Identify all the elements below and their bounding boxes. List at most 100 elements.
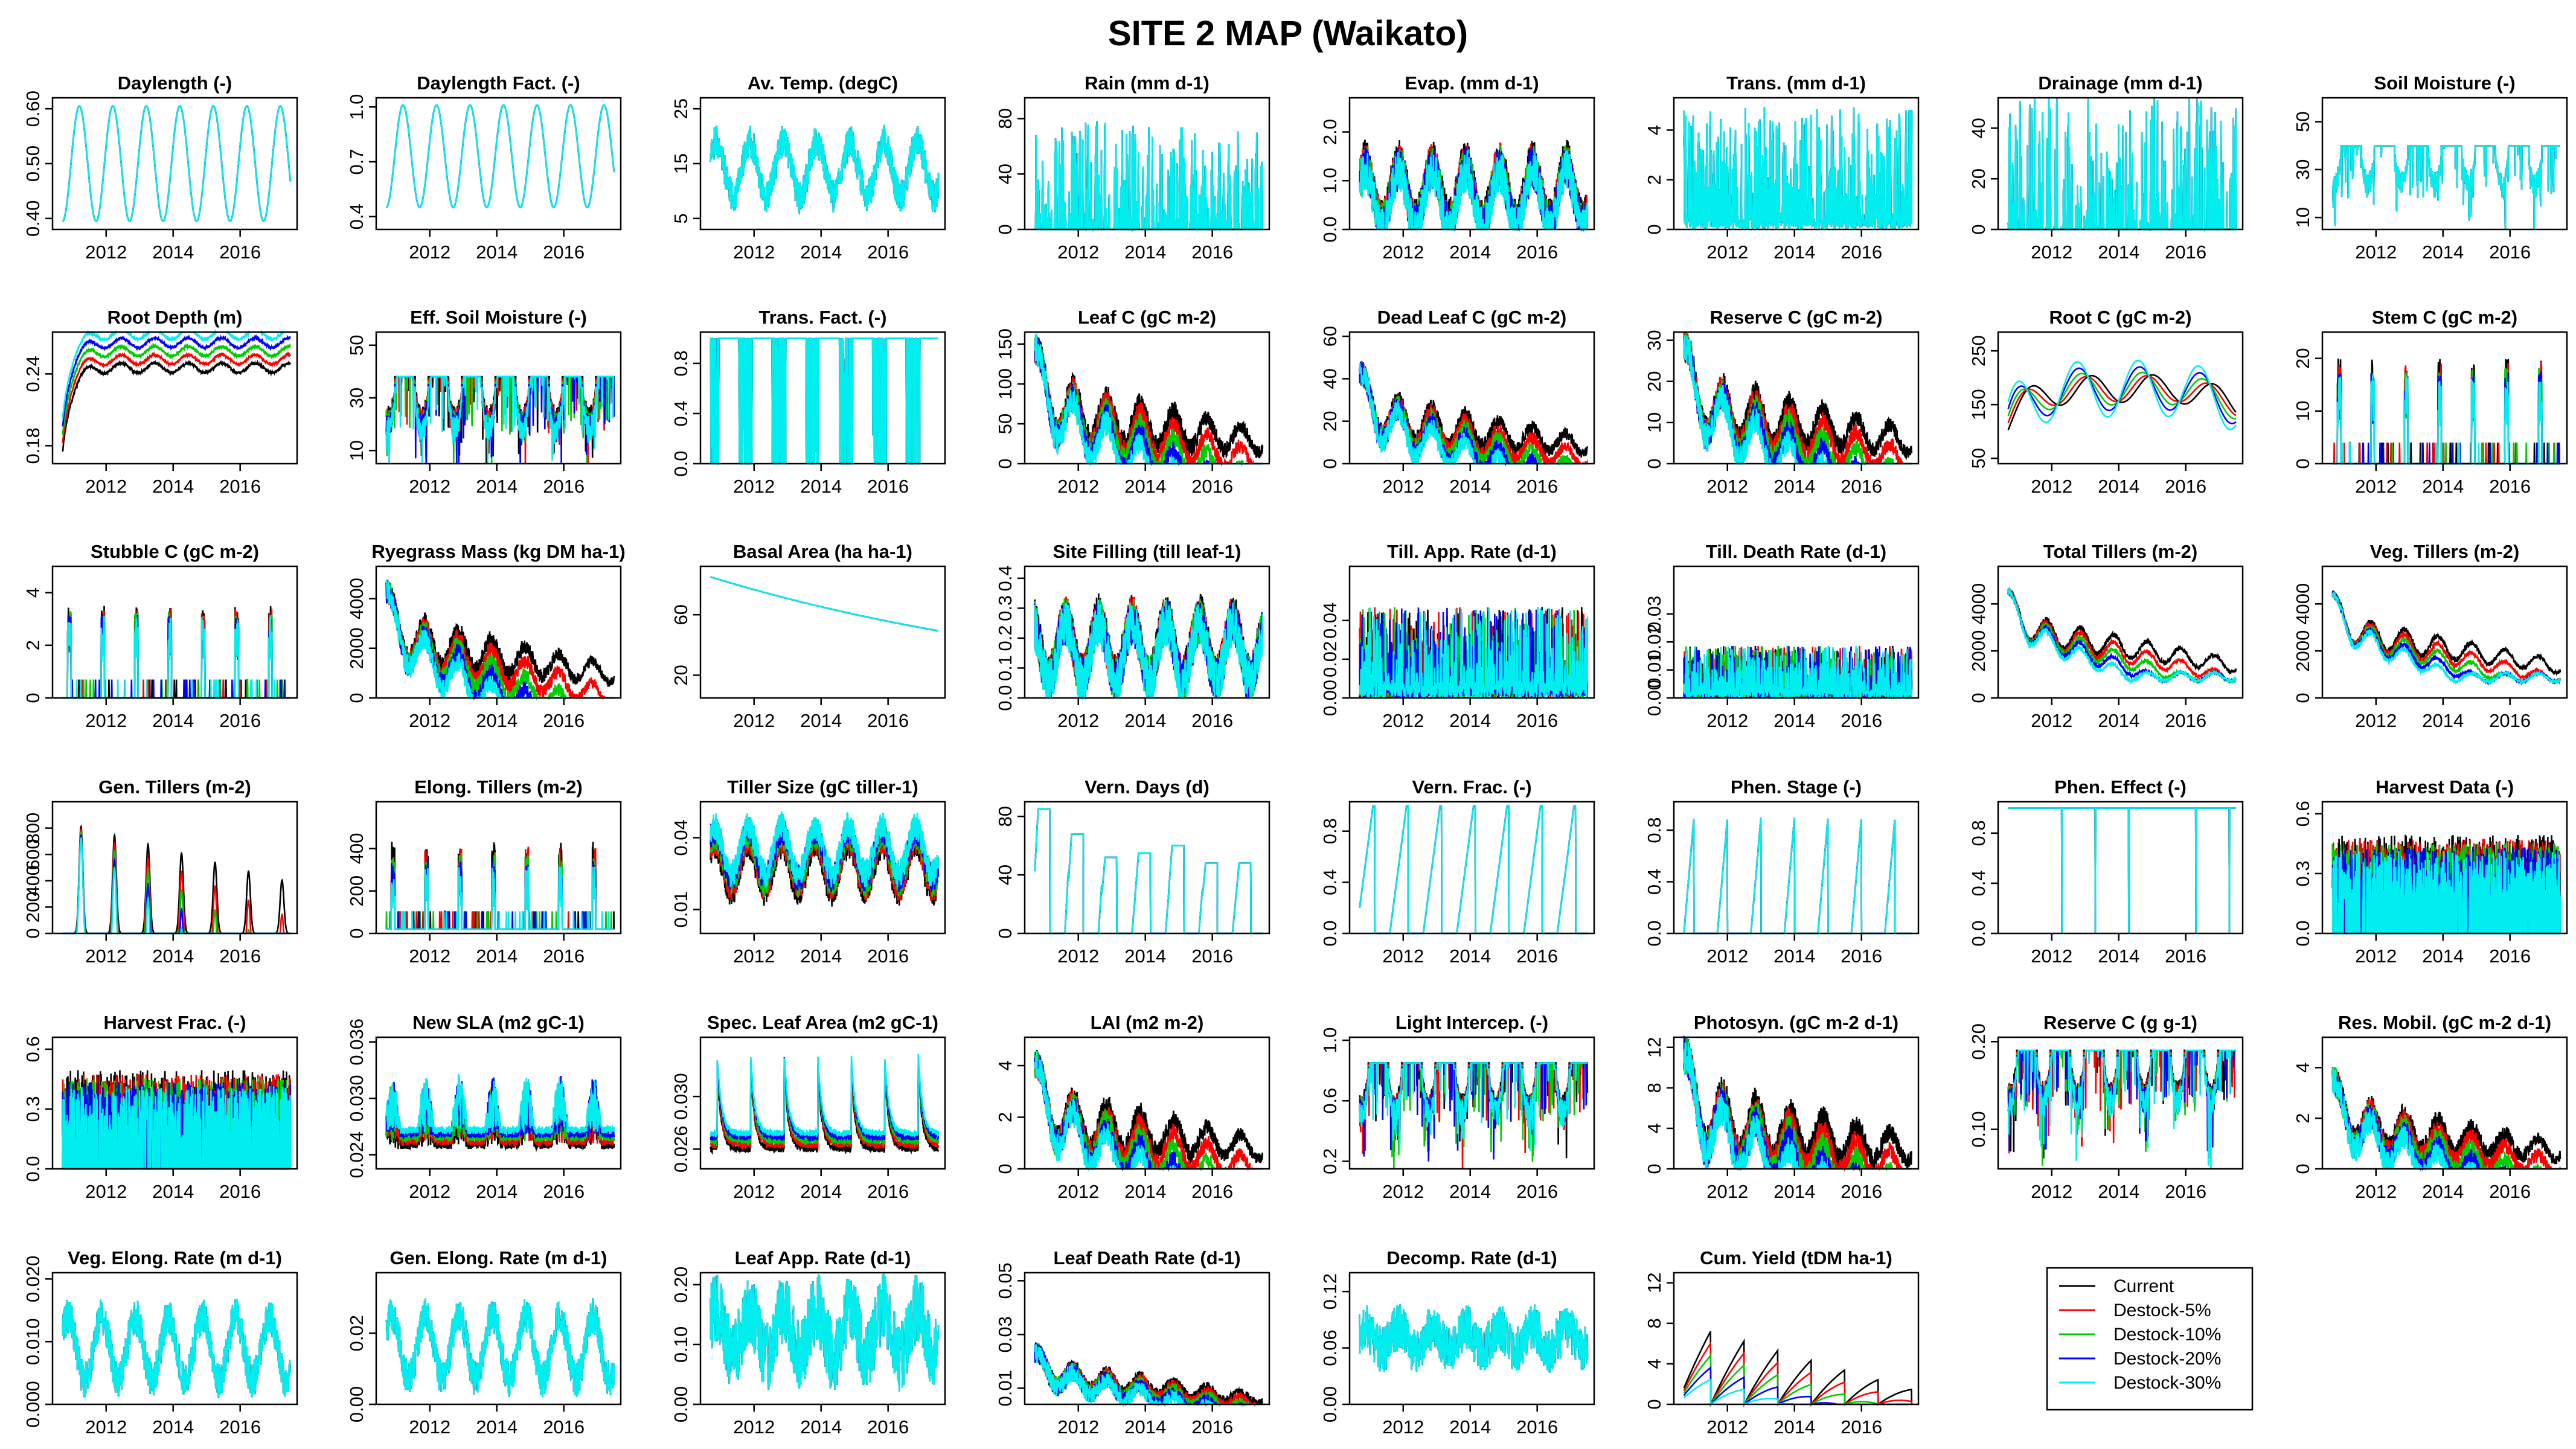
y-tick-label: 10 [2292, 207, 2313, 228]
series-line-destock-10- [1683, 1353, 1912, 1407]
panel-title: LAI (m2 m-2) [1091, 1012, 1204, 1033]
panels: Daylength (-)2012 2014 20160.400.500.60Day… [22, 72, 2568, 1438]
x-tick-label: 2012 [409, 710, 450, 731]
plot-frame [375, 565, 622, 699]
series-line-destock-30- [710, 576, 939, 632]
x-tick-label: 2014 [1449, 710, 1491, 731]
x-tick-label: 2016 [2489, 1181, 2531, 1202]
series-line-destock-30- [710, 124, 940, 215]
y-tick-label: 2.0 [1319, 119, 1341, 145]
legend-label: Destock-20% [2113, 1349, 2221, 1369]
series-line-destock-10- [1359, 805, 1588, 935]
x-tick-label: 2012 [2031, 710, 2072, 731]
panel-title: Elong. Tillers (m-2) [414, 776, 582, 798]
x-tick-label: 2016 [543, 242, 585, 263]
y-tick-label: 2000 [1968, 630, 1989, 672]
x-tick-label: 2016 [219, 1181, 261, 1202]
panel-42: Leaf App. Rate (d-1) 2012 2014 2016 0.00 0.10… [670, 1247, 946, 1438]
y-tick-label: 0.8 [1968, 820, 1989, 846]
series-line-destock-30- [2007, 1049, 2236, 1169]
x-tick-label: 2016 [1191, 710, 1233, 731]
y-tick-label: 0 [22, 693, 43, 703]
panel-35: LAI (m2 m-2) 2012 2014 2016 0 2 4 [995, 1012, 1270, 1202]
y-tick-label: 0.030 [346, 1075, 367, 1122]
panel-16: Stubble C (gC m-2) 2012 2014 2016 0 2 4 [22, 541, 298, 731]
y-tick-label: 20 [1644, 371, 1665, 392]
panel-1: Daylength Fact. (-) 2012 2014 2016 0.4 0.7 1.0 [346, 72, 622, 263]
panel-14: Root C (gC m-2) 2012 2014 2016 50 150 250 [1968, 307, 2244, 497]
x-tick-label: 2016 [867, 945, 909, 967]
panel-12: Dead Leaf C (gC m-2) 2012 2014 2016 0 20 40 60 [1319, 307, 1595, 497]
x-tick-label: 2012 [1057, 945, 1099, 967]
y-tick-label: 30 [2292, 159, 2313, 180]
series-line-destock-5- [1359, 805, 1588, 935]
x-tick-label: 2012 [733, 945, 775, 967]
x-tick-label: 2014 [152, 1181, 194, 1202]
plot-frame [699, 1271, 946, 1406]
y-tick-label: 15 [670, 153, 691, 174]
y-tick-label: 0.10 [1968, 1111, 1989, 1147]
series-line-destock-30- [386, 866, 614, 930]
series-line-destock-5- [62, 827, 290, 935]
x-tick-label: 2014 [2098, 476, 2139, 497]
plot-frame [2321, 331, 2568, 465]
series-line-current [62, 824, 290, 935]
plot-frame [375, 97, 622, 231]
x-tick-label: 2016 [2165, 945, 2206, 967]
x-tick-label: 2016 [1841, 945, 1882, 967]
x-tick-label: 2014 [1773, 710, 1815, 731]
series-line-destock-20- [1683, 817, 1912, 935]
x-tick-label: 2014 [2098, 945, 2139, 967]
y-tick-label: 0.6 [2292, 801, 2313, 827]
y-tick-label: 0.00 [1644, 680, 1665, 716]
series-line-destock-30- [2008, 807, 2236, 934]
x-tick-label: 2012 [733, 242, 775, 263]
x-tick-label: 2016 [2489, 242, 2531, 263]
panel-38: Reserve C (g g-1) 2012 2014 2016 0.10 0.20 [1968, 1012, 2244, 1202]
panel-3: Rain (mm d-1) 2012 2014 2016 0 40 80 [995, 72, 1270, 263]
x-tick-label: 2012 [1382, 1416, 1424, 1438]
legend-label: Destock-30% [2113, 1373, 2221, 1393]
panel-title: Evap. (mm d-1) [1405, 72, 1539, 94]
y-tick-label: 30 [346, 388, 367, 408]
x-tick-label: 2016 [1516, 476, 1558, 497]
y-tick-label: 0.0 [995, 685, 1016, 711]
x-tick-label: 2014 [2422, 945, 2464, 967]
x-tick-label: 2012 [1706, 242, 1748, 263]
series-line-destock-30- [1359, 1062, 1588, 1151]
x-tick-label: 2016 [867, 242, 909, 263]
series-line-current [2008, 807, 2236, 934]
plot-frame [51, 1036, 298, 1170]
x-tick-label: 2012 [85, 710, 127, 731]
y-tick-label: 0.0 [670, 450, 691, 476]
y-tick-label: 0.20 [1968, 1023, 1989, 1060]
x-tick-label: 2012 [2031, 945, 2072, 967]
panel-title: Spec. Leaf Area (m2 gC-1) [707, 1012, 938, 1033]
panel-title: Eff. Soil Moisture (-) [410, 307, 587, 328]
y-tick-label: 0.0 [1968, 920, 1989, 946]
panel-8: Root Depth (m) 2012 2014 2016 0.18 0.24 [22, 307, 298, 497]
series-line-destock-10- [385, 852, 614, 930]
panel-title: Root Depth (m) [107, 307, 243, 328]
x-tick-label: 2016 [1841, 1181, 1882, 1202]
panel-title: Vern. Days (d) [1085, 776, 1210, 798]
x-tick-label: 2016 [219, 1416, 261, 1438]
plot-frame [1024, 565, 1270, 699]
y-tick-label: 0.18 [22, 427, 43, 464]
series-line-destock-5- [1359, 362, 1589, 466]
y-tick-label: 0 [1644, 224, 1665, 234]
x-tick-label: 2014 [800, 1416, 842, 1438]
x-tick-label: 2012 [409, 945, 450, 967]
y-tick-label: 2 [22, 640, 43, 650]
series-line-destock-20- [2007, 366, 2237, 424]
plot-frame [2321, 1036, 2568, 1170]
y-tick-label: 0.6 [22, 1036, 43, 1062]
panel-40: Veg. Elong. Rate (m d-1) 2012 2014 2016 0.00… [22, 1247, 298, 1438]
x-tick-label: 2016 [2165, 242, 2206, 263]
series-line-destock-20- [62, 834, 290, 935]
panel-title: Gen. Elong. Rate (m d-1) [390, 1247, 607, 1268]
plot-frame [1348, 97, 1595, 231]
y-tick-label: 150 [995, 328, 1016, 360]
series-line-destock-5- [386, 104, 615, 209]
panel-title: Basal Area (ha ha-1) [733, 541, 912, 562]
